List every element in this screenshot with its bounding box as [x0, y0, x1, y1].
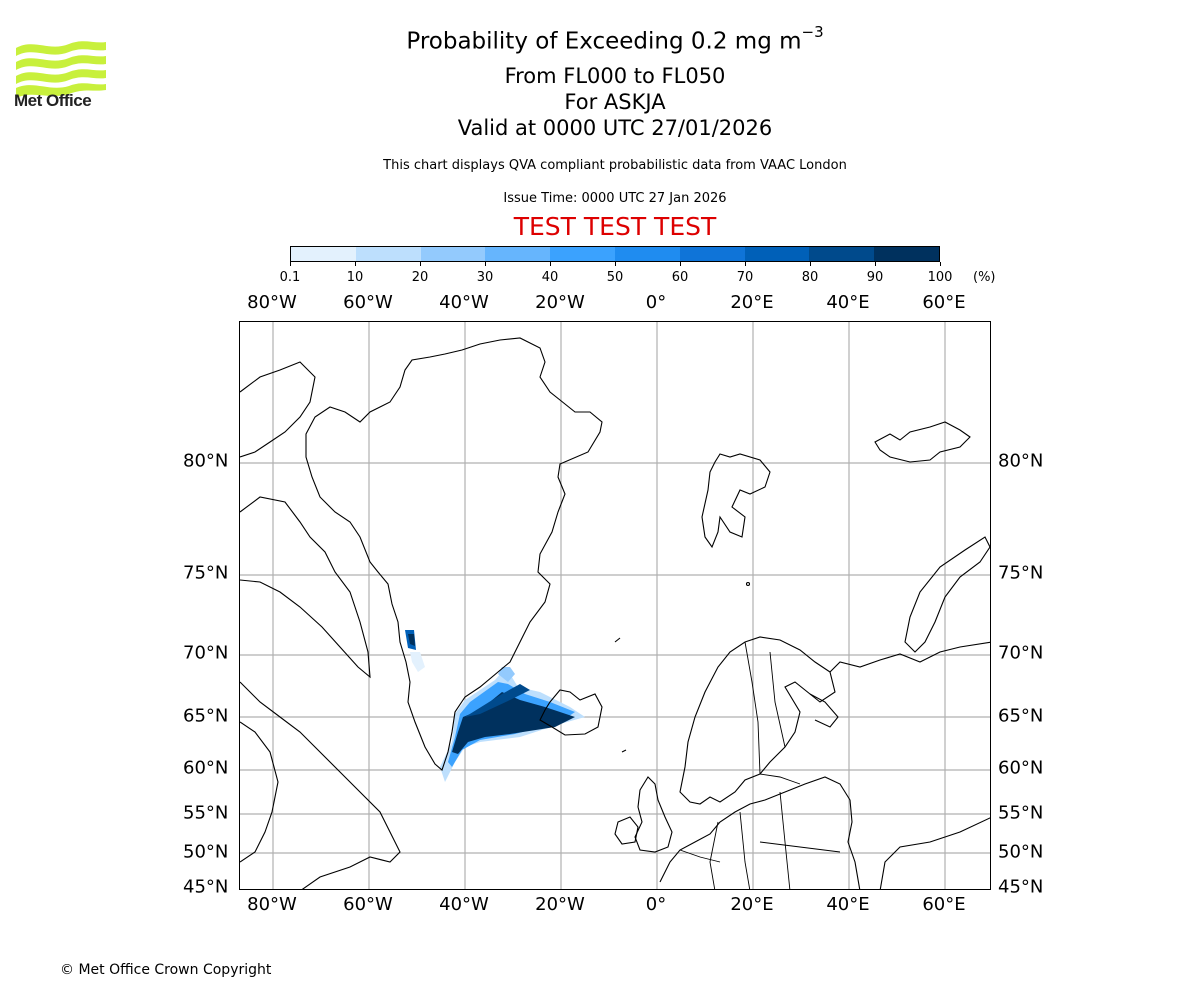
- copyright-footer: © Met Office Crown Copyright: [60, 962, 272, 978]
- map-svg: [240, 322, 990, 889]
- latitude-label-left: 60°N: [183, 757, 229, 779]
- greenland-coast: [305, 337, 603, 771]
- longitude-label: 20°W: [535, 292, 585, 313]
- latitude-label-left: 70°N: [183, 642, 229, 664]
- colorbar-tick-label: 40: [541, 270, 559, 285]
- coastlines: [240, 337, 990, 889]
- colorbar-tick-label: 80: [801, 270, 819, 285]
- colorbar-tick-label: 60: [671, 270, 689, 285]
- longitude-label: 60°E: [922, 894, 966, 915]
- colorbar-tick: [355, 262, 356, 266]
- colorbar-segment: [744, 247, 810, 261]
- colorbar-tick-label: 30: [476, 270, 494, 285]
- longitude-label: 0°: [645, 894, 667, 915]
- latitude-label-right: 70°N: [998, 642, 1044, 664]
- great-britain-coast: [634, 776, 673, 853]
- colorbar-segment: [809, 247, 875, 261]
- colorbar-tick-label: 70: [736, 270, 754, 285]
- scandinavia-coast: [679, 636, 836, 805]
- colorbar-tick: [940, 262, 941, 266]
- colorbar-segment: [874, 247, 939, 261]
- colorbar: [290, 246, 940, 262]
- chart-subtitle-block: From FL000 to FL050 For ASKJA Valid at 0…: [0, 63, 1200, 141]
- test-banner: TEST TEST TEST: [513, 212, 717, 241]
- iceland-coast: [539, 689, 603, 736]
- longitude-label: 20°E: [730, 292, 774, 313]
- longitude-label: 20°W: [535, 894, 585, 915]
- ash-plume: [405, 630, 585, 782]
- volcano-name: For ASKJA: [564, 90, 666, 114]
- map-plot-area: [239, 321, 991, 890]
- colorbar-tick: [550, 262, 551, 266]
- latitude-label-left: 55°N: [183, 802, 229, 824]
- issue-time: Issue Time: 0000 UTC 27 Jan 2026: [503, 191, 727, 206]
- flight-level-range: From FL000 to FL050: [504, 64, 726, 88]
- longitude-label: 40°E: [826, 292, 870, 313]
- latitude-label-right: 50°N: [998, 841, 1044, 863]
- colorbar-segment: [679, 247, 745, 261]
- country-borders: [679, 641, 841, 889]
- russia-north-coast: [829, 641, 990, 673]
- hudson-bay-coast: [240, 721, 279, 863]
- colorbar-segment: [550, 247, 615, 261]
- latitude-label-right: 65°N: [998, 705, 1044, 727]
- longitude-label: 20°E: [730, 894, 774, 915]
- colorbar-tick-label: 0.1: [279, 270, 301, 285]
- data-source-note: This chart displays QVA compliant probab…: [383, 158, 847, 173]
- novaya-zemlya-coast: [904, 536, 990, 653]
- colorbar-tick-label: 50: [606, 270, 624, 285]
- colorbar-tick-label: 10: [346, 270, 364, 285]
- latitude-label-right: 75°N: [998, 562, 1044, 584]
- chart-title: Probability of Exceeding 0.2 mg m−3: [406, 23, 824, 55]
- colorbar-segment: [355, 247, 421, 261]
- colorbar-tick: [680, 262, 681, 266]
- colorbar-tick-label: 90: [866, 270, 884, 285]
- colorbar-unit: (%): [973, 270, 996, 285]
- ellesmere-coast: [240, 361, 316, 458]
- colorbar-tick: [485, 262, 486, 266]
- svalbard-coast: [701, 453, 771, 549]
- longitude-label: 0°: [645, 292, 667, 313]
- colorbar-tick: [810, 262, 811, 266]
- europe-coast: [659, 776, 861, 889]
- baffin-island-coast: [240, 496, 371, 679]
- latitude-label-right: 55°N: [998, 802, 1044, 824]
- longitude-label: 60°E: [922, 292, 966, 313]
- kazakhstan-coast: [879, 817, 990, 889]
- franz-josef-land-coast: [874, 421, 971, 463]
- colorbar-segment: [614, 247, 680, 261]
- longitude-label: 40°W: [439, 894, 489, 915]
- labrador-coast: [240, 681, 401, 889]
- latitude-label-left: 65°N: [183, 705, 229, 727]
- latitude-label-right: 45°N: [998, 876, 1044, 898]
- longitude-label: 80°W: [247, 894, 297, 915]
- latitude-label-left: 75°N: [183, 562, 229, 584]
- colorbar-tick: [615, 262, 616, 266]
- longitude-label: 60°W: [343, 894, 393, 915]
- longitude-label: 40°E: [826, 894, 870, 915]
- latitude-label-right: 60°N: [998, 757, 1044, 779]
- colorbar-tick: [745, 262, 746, 266]
- colorbar-segment: [485, 247, 551, 261]
- ireland-coast: [614, 816, 639, 845]
- white-sea-coast: [809, 693, 839, 728]
- gridlines: [240, 322, 990, 889]
- longitude-label: 60°W: [343, 292, 393, 313]
- latitude-label-left: 80°N: [183, 450, 229, 472]
- valid-time: Valid at 0000 UTC 27/01/2026: [457, 116, 773, 140]
- latitude-label-left: 50°N: [183, 841, 229, 863]
- met-office-logo-text: Met Office: [14, 91, 92, 110]
- latitude-label-right: 80°N: [998, 450, 1044, 472]
- latitude-label-left: 45°N: [183, 876, 229, 898]
- colorbar-tick: [420, 262, 421, 266]
- colorbar-tick: [875, 262, 876, 266]
- colorbar-tick: [290, 262, 291, 266]
- met-office-wave-logo-icon: [16, 41, 106, 98]
- colorbar-tick-label: 20: [411, 270, 429, 285]
- longitude-label: 80°W: [247, 292, 297, 313]
- longitude-label: 40°W: [439, 292, 489, 313]
- colorbar-segment: [291, 247, 356, 261]
- colorbar-tick-label: 100: [927, 270, 953, 285]
- colorbar-segment: [420, 247, 486, 261]
